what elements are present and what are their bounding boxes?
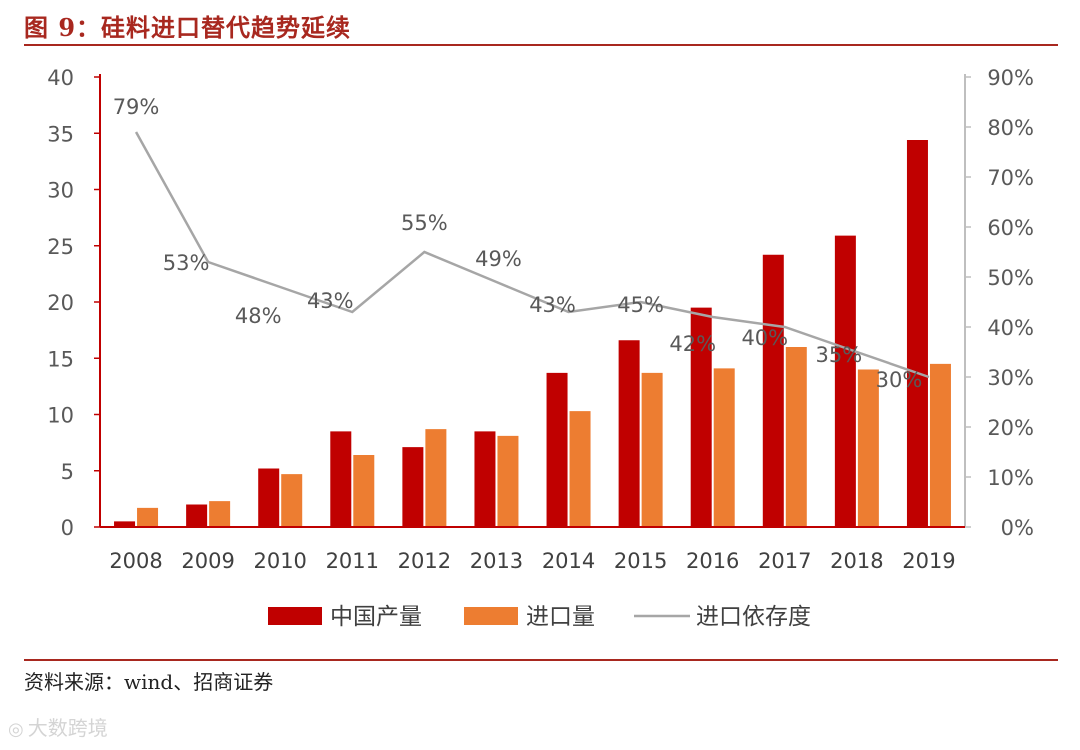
watermark-text: 大数跨境: [27, 716, 108, 740]
right-tick-label: 30%: [987, 366, 1034, 390]
production-bar: [618, 340, 640, 527]
x-tick-label: 2011: [326, 549, 379, 573]
x-tick-label: 2010: [253, 549, 306, 573]
dependency-data-label: 53%: [163, 251, 210, 275]
right-tick-label: 60%: [987, 216, 1034, 240]
x-tick-label: 2016: [686, 549, 739, 573]
legend-swatch-production: [268, 607, 322, 625]
import-bar: [857, 369, 879, 527]
watermark: ◎ 大数跨境: [8, 712, 108, 741]
production-bar: [762, 254, 784, 527]
chart-area: 79% 53% 48% 43% 55% 49% 43% 45%42% 40% 35% 30% 0 5 1…: [47, 66, 1034, 630]
right-tick-label: 70%: [987, 166, 1034, 190]
x-tick-label: 2018: [830, 549, 883, 573]
production-bar: [474, 431, 496, 527]
x-tick-label: 2008: [109, 549, 162, 573]
left-tick-label: 5: [61, 460, 74, 484]
right-tick-label: 20%: [987, 416, 1034, 440]
x-tick-label: 2009: [181, 549, 234, 573]
import-bar: [281, 474, 303, 527]
dependency-data-label: 79%: [113, 95, 160, 119]
legend-label-dependency: 进口依存度: [696, 604, 811, 630]
dependency-data-label: 55%: [401, 211, 448, 235]
import-bar: [569, 411, 591, 527]
import-bar: [497, 435, 519, 527]
legend-label-import: 进口量: [526, 604, 595, 630]
right-tick-label: 50%: [987, 266, 1034, 290]
dependency-data-label: 48%: [235, 304, 282, 328]
production-bar: [258, 468, 280, 527]
left-tick-label: 25: [47, 235, 74, 259]
x-tick-label: 2013: [470, 549, 523, 573]
left-tick-label: 35: [47, 122, 74, 146]
dependency-data-label: 49%: [475, 247, 522, 271]
left-tick-label: 15: [47, 347, 74, 371]
production-bar: [186, 504, 208, 527]
left-tick-label: 20: [47, 291, 74, 315]
x-tick-label: 2019: [902, 549, 955, 573]
figure-title: 图 9：硅料进口替代趋势延续: [24, 13, 352, 42]
production-bar: [690, 307, 712, 527]
left-tick-label: 30: [47, 179, 74, 203]
import-bar: [353, 455, 375, 527]
dependency-line: [134, 131, 930, 379]
import-bar: [209, 501, 231, 527]
import-bar: [641, 372, 663, 527]
x-tick-label: 2017: [758, 549, 811, 573]
dependency-data-label: 43%: [529, 293, 576, 317]
source-note: 资料来源：wind、招商证券: [24, 670, 274, 694]
left-tick-label: 40: [47, 66, 74, 90]
production-bar: [834, 235, 856, 527]
right-tick-label: 40%: [987, 316, 1034, 340]
import-bar: [929, 363, 951, 527]
dependency-data-label: 45%: [617, 293, 664, 317]
left-tick-label: 0: [61, 516, 74, 540]
x-tick-label: 2012: [398, 549, 451, 573]
production-bar: [402, 447, 424, 527]
import-bar: [137, 507, 159, 527]
dependency-data-label: 40%: [741, 326, 788, 350]
right-tick-label: 90%: [987, 66, 1034, 90]
legend-swatch-import: [464, 607, 518, 625]
production-bar: [906, 140, 928, 527]
dependency-data-label: 42%: [669, 332, 716, 356]
title-divider: [24, 44, 1058, 46]
right-tick-label: 10%: [987, 466, 1034, 490]
import-bar: [785, 347, 807, 527]
x-tick-label: 2014: [542, 549, 595, 573]
logo-icon: ◎: [8, 719, 24, 740]
production-bar: [330, 431, 352, 527]
dependency-data-label: 43%: [307, 289, 354, 313]
dependency-data-label: 35%: [816, 343, 863, 367]
import-bar: [425, 429, 447, 527]
dependency-data-label: 30%: [876, 368, 923, 392]
import-bar: [713, 368, 735, 527]
x-tick-label: 2015: [614, 549, 667, 573]
production-bar: [114, 521, 136, 527]
right-tick-label: 0%: [1001, 516, 1034, 540]
production-bar: [546, 372, 568, 527]
right-tick-label: 80%: [987, 116, 1034, 140]
footer-divider: [24, 659, 1058, 661]
legend-label-production: 中国产量: [330, 604, 422, 630]
left-tick-label: 10: [47, 404, 74, 428]
